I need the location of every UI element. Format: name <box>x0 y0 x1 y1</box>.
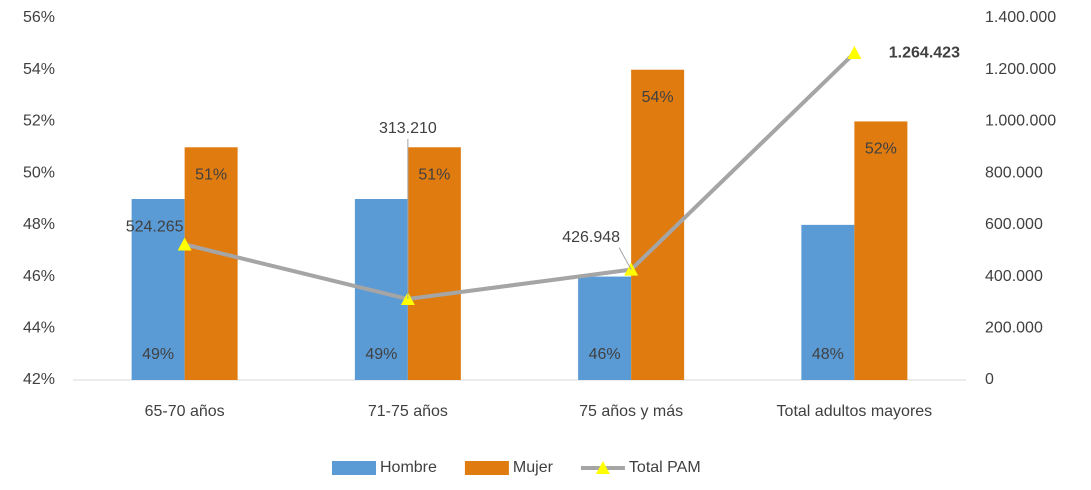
y-tick-label: 48% <box>23 216 55 233</box>
bar <box>801 224 855 380</box>
x-tick-label: 65-70 años <box>145 403 225 420</box>
y2-tick-label: 1.000.000 <box>985 113 1056 130</box>
legend-label: Hombre <box>380 459 437 476</box>
x-tick-label: 75 años y más <box>579 403 683 420</box>
y2-tick-label: 1.200.000 <box>985 61 1056 78</box>
y-tick-label: 46% <box>23 268 55 285</box>
line-marker <box>177 237 192 251</box>
line <box>184 51 856 302</box>
value-label: 48% <box>812 346 844 363</box>
y-tick-label: 56% <box>23 9 55 26</box>
line-value-label: 426.948 <box>562 229 620 246</box>
value-label: 49% <box>142 346 174 363</box>
x-tick-label: 71-75 años <box>368 403 448 420</box>
y-tick-label: 44% <box>23 320 55 337</box>
value-label: 51% <box>418 167 450 184</box>
value-label: 52% <box>865 141 897 158</box>
y2-tick-label: 1.400.000 <box>985 9 1056 26</box>
value-label: 49% <box>365 346 397 363</box>
y-tick-label: 42% <box>23 371 55 388</box>
line-marker <box>847 46 862 60</box>
y2-tick-label: 400.000 <box>985 268 1043 285</box>
legend-swatch <box>464 461 509 475</box>
legend-swatch <box>332 461 376 475</box>
x-tick-label: Total adultos mayores <box>777 403 933 420</box>
line-value-label: 524.265 <box>126 219 184 236</box>
line-value-label: 313.210 <box>379 120 437 137</box>
y2-tick-label: 0 <box>985 371 994 388</box>
bar <box>854 121 908 380</box>
bar <box>184 147 238 380</box>
value-label: 46% <box>589 346 621 363</box>
y2-tick-label: 800.000 <box>985 164 1043 181</box>
bar <box>407 147 461 380</box>
line-value-label: 1.264.423 <box>889 44 960 61</box>
legend-label: Mujer <box>513 459 554 476</box>
bar <box>131 199 185 380</box>
y-tick-label: 54% <box>23 61 55 78</box>
bar <box>578 276 632 380</box>
legend-marker <box>595 461 610 474</box>
y-tick-label: 50% <box>23 164 55 181</box>
y2-tick-label: 200.000 <box>985 320 1043 337</box>
y-tick-label: 52% <box>23 113 55 130</box>
y2-tick-label: 600.000 <box>985 216 1043 233</box>
legend-label: Total PAM <box>629 459 701 476</box>
value-label: 54% <box>642 89 674 106</box>
value-label: 51% <box>195 167 227 184</box>
leader-line <box>618 247 632 270</box>
